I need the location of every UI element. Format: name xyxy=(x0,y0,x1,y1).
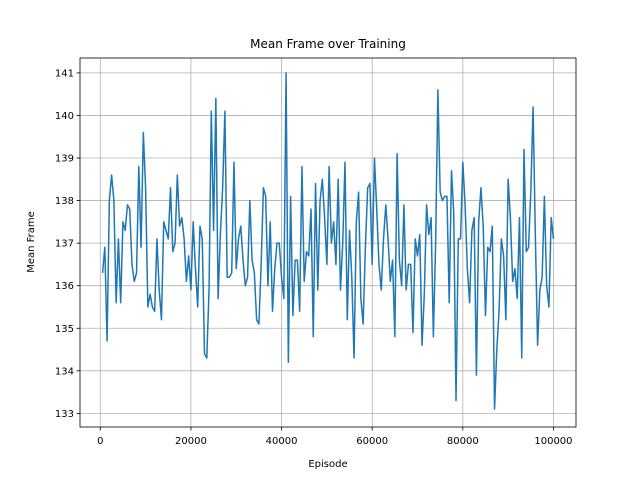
chart-title: Mean Frame over Training xyxy=(250,37,406,51)
x-tick-label: 60000 xyxy=(356,436,388,447)
y-tick-label: 133 xyxy=(55,409,74,420)
y-tick-label: 135 xyxy=(55,324,74,335)
x-tick-label: 100000 xyxy=(534,436,572,447)
axes-frame xyxy=(79,57,577,428)
x-tick-label: 40000 xyxy=(266,436,298,447)
y-tick-label: 134 xyxy=(55,366,74,377)
y-tick-label: 139 xyxy=(55,154,74,165)
x-axis-label: Episode xyxy=(308,459,347,470)
x-tick-label: 20000 xyxy=(175,436,207,447)
x-tick-label: 80000 xyxy=(447,436,479,447)
y-tick-label: 137 xyxy=(55,239,74,250)
data-line xyxy=(101,72,555,410)
y-tick-label: 140 xyxy=(55,111,74,122)
x-tick-label: 0 xyxy=(97,436,103,447)
plot-area xyxy=(101,72,555,410)
y-axis-label: Mean Frame xyxy=(26,211,37,273)
y-tick-label: 136 xyxy=(55,281,74,292)
y-tick-label: 138 xyxy=(55,196,74,207)
y-tick-label: 141 xyxy=(55,68,74,79)
